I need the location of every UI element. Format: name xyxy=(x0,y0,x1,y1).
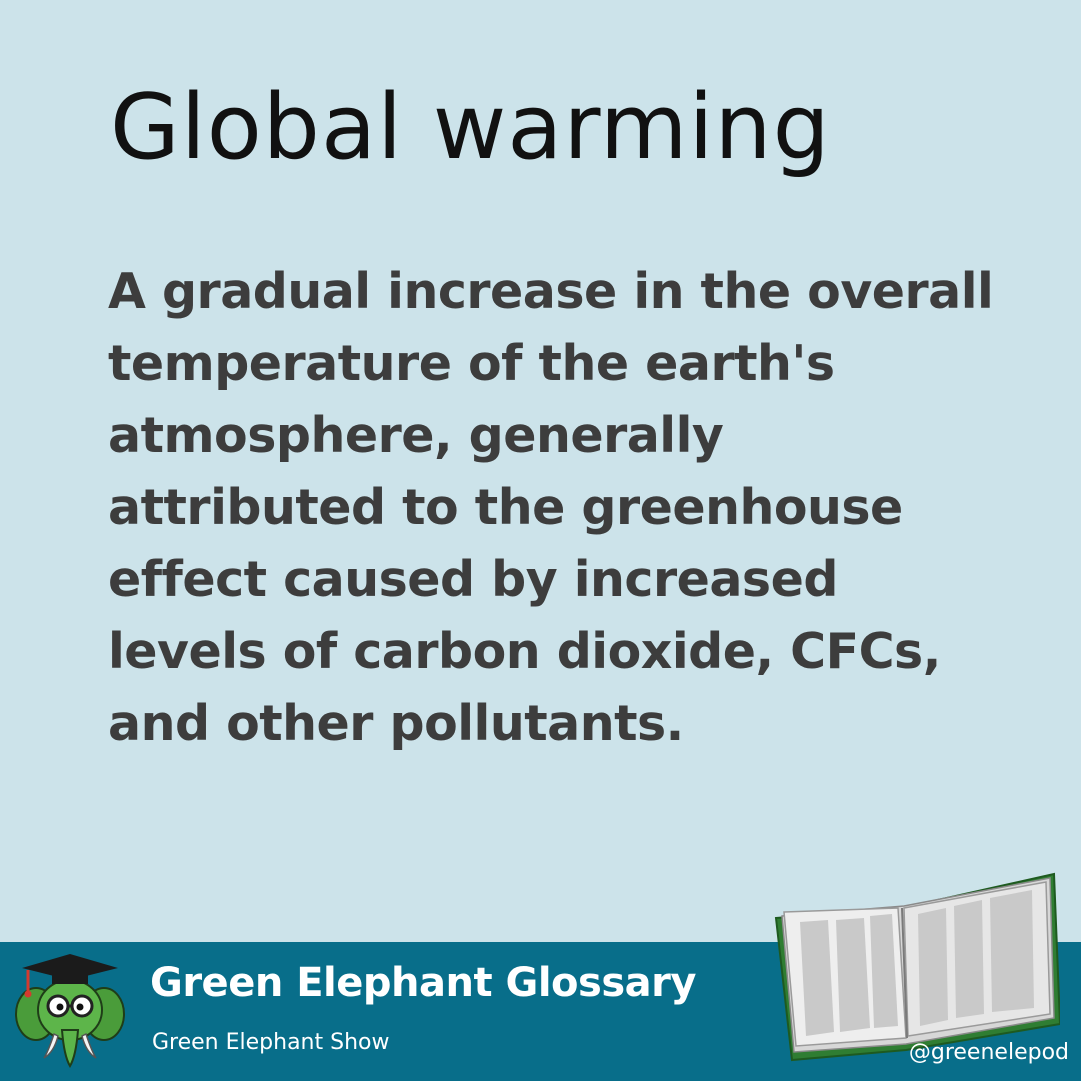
elephant-mascot-icon xyxy=(15,954,125,1068)
footer-title: Green Elephant Glossary xyxy=(150,960,696,1006)
glossary-term: Global warming xyxy=(110,75,831,180)
social-handle: @greenelepod xyxy=(908,1040,1069,1065)
open-book-icon xyxy=(774,872,1060,1062)
footer-subtitle: Green Elephant Show xyxy=(152,1030,390,1055)
term-definition: A gradual increase in the overall temper… xyxy=(108,263,994,752)
